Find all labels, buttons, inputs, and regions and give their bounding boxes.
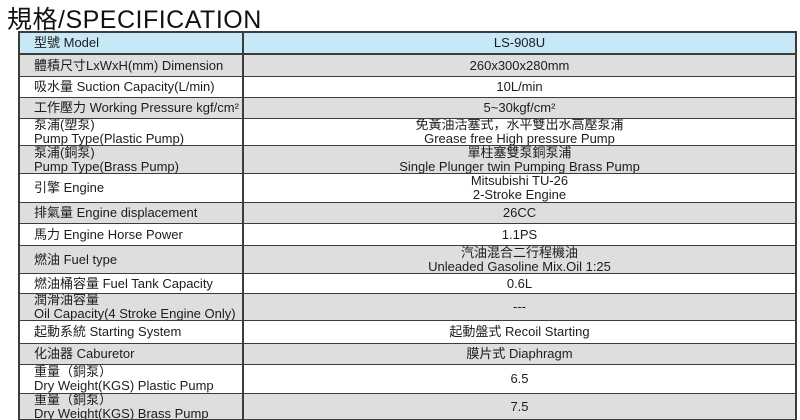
spec-value-line: 7.5 bbox=[510, 398, 529, 414]
spec-row-oil-capacity: 潤滑油容量 Oil Capacity(4 Stroke Engine Only)… bbox=[20, 294, 795, 321]
spec-label-cell: 潤滑油容量 Oil Capacity(4 Stroke Engine Only) bbox=[20, 294, 244, 320]
specification-table: 型號 Model LS-908U 體積尺寸LxWxH(mm) Dimension… bbox=[18, 31, 797, 420]
spec-label-line: 體積尺寸LxWxH(mm) Dimension bbox=[34, 57, 224, 73]
spec-value-cell: --- bbox=[244, 294, 795, 320]
spec-row-fuel-tank: 燃油桶容量 Fuel Tank Capacity 0.6L bbox=[20, 274, 795, 294]
spec-label-line: 燃油 Fuel type bbox=[34, 251, 118, 267]
spec-label-cell: 排氣量 Engine displacement bbox=[20, 203, 244, 223]
spec-label-cell: 馬力 Engine Horse Power bbox=[20, 224, 244, 245]
spec-value-cell: 5~30kgf/cm² bbox=[244, 98, 795, 118]
spec-row-carburetor: 化油器 Caburetor 膜片式 Diaphragm bbox=[20, 344, 795, 365]
spec-label-cell: 燃油桶容量 Fuel Tank Capacity bbox=[20, 274, 244, 293]
page-title: 規格/SPECIFICATION bbox=[7, 6, 262, 34]
spec-label-cell: 吸水量 Suction Capacity(L/min) bbox=[20, 77, 244, 97]
spec-label-line: Oil Capacity(4 Stroke Engine Only) bbox=[34, 306, 236, 321]
spec-label-line: 泵浦(銅泵) bbox=[34, 146, 95, 160]
spec-row-horse-power: 馬力 Engine Horse Power 1.1PS bbox=[20, 224, 795, 246]
spec-label-cell: 體積尺寸LxWxH(mm) Dimension bbox=[20, 55, 244, 76]
spec-value-cell: Mitsubishi TU-26 2-Stroke Engine bbox=[244, 174, 795, 202]
spec-label-cell: 化油器 Caburetor bbox=[20, 344, 244, 364]
spec-row-working-pressure: 工作壓力 Working Pressure kgf/cm² 5~30kgf/cm… bbox=[20, 98, 795, 119]
spec-value-line: 10L/min bbox=[496, 79, 543, 94]
spec-value-cell: 10L/min bbox=[244, 77, 795, 97]
spec-value-line: 1.1PS bbox=[501, 226, 538, 242]
spec-label-line: 型號 Model bbox=[34, 35, 100, 50]
spec-value-cell: 起動盤式 Recoil Starting bbox=[244, 321, 795, 343]
spec-row-displacement: 排氣量 Engine displacement 26CC bbox=[20, 203, 795, 224]
spec-value-cell: 免黃油活塞式，水平雙出水高壓泵浦 Grease free High pressu… bbox=[244, 119, 795, 145]
spec-value-line: Grease free High pressure Pump bbox=[424, 131, 615, 146]
spec-label-line: Dry Weight(KGS) Plastic Pump bbox=[34, 378, 214, 393]
spec-label-cell: 起動系統 Starting System bbox=[20, 321, 244, 343]
spec-label-cell: 工作壓力 Working Pressure kgf/cm² bbox=[20, 98, 244, 118]
spec-value-cell: 汽油混合二行程機油 Unleaded Gasoline Mix.Oil 1:25 bbox=[244, 246, 795, 273]
spec-label-cell: 燃油 Fuel type bbox=[20, 246, 244, 273]
spec-label-cell: 泵浦(銅泵) Pump Type(Brass Pump) bbox=[20, 146, 244, 173]
spec-value-line: 起動盤式 Recoil Starting bbox=[449, 324, 590, 339]
spec-label-cell: 型號 Model bbox=[20, 33, 244, 53]
spec-row-pump-brass: 泵浦(銅泵) Pump Type(Brass Pump) 單柱塞雙泵銅泵浦 Si… bbox=[20, 146, 795, 174]
spec-row-model: 型號 Model LS-908U bbox=[20, 33, 795, 55]
spec-value-cell: 1.1PS bbox=[244, 224, 795, 245]
spec-label-line: 排氣量 Engine displacement bbox=[34, 205, 198, 220]
spec-value-line: 免黃油活塞式，水平雙出水高壓泵浦 bbox=[415, 119, 624, 132]
spec-row-weight-brass: 重量（銅泵） Dry Weight(KGS) Brass Pump 7.5 bbox=[20, 394, 795, 419]
spec-value-line: 膜片式 Diaphragm bbox=[466, 346, 573, 361]
spec-value-line: --- bbox=[513, 299, 526, 314]
spec-label-cell: 泵浦(塑泵) Pump Type(Plastic Pump) bbox=[20, 119, 244, 145]
spec-value-line: LS-908U bbox=[493, 35, 546, 50]
spec-value-cell: 單柱塞雙泵銅泵浦 Single Plunger twin Pumping Bra… bbox=[244, 146, 795, 173]
spec-label-line: 起動系統 Starting System bbox=[34, 324, 182, 339]
spec-label-line: 吸水量 Suction Capacity(L/min) bbox=[34, 79, 215, 94]
spec-label-cell: 重量（銅泵） Dry Weight(KGS) Brass Pump bbox=[20, 394, 244, 419]
spec-row-starting-system: 起動系統 Starting System 起動盤式 Recoil Startin… bbox=[20, 321, 795, 344]
spec-label-cell: 重量（銅泵） Dry Weight(KGS) Plastic Pump bbox=[20, 365, 244, 393]
spec-value-line: 260x300x280mm bbox=[469, 57, 570, 73]
spec-value-line: 26CC bbox=[502, 205, 537, 220]
spec-value-line: 6.5 bbox=[510, 371, 529, 386]
spec-value-cell: LS-908U bbox=[244, 33, 795, 53]
spec-value-line: Mitsubishi TU-26 bbox=[470, 174, 569, 188]
spec-value-line: Single Plunger twin Pumping Brass Pump bbox=[399, 158, 640, 174]
spec-label-line: 泵浦(塑泵) bbox=[34, 119, 95, 132]
spec-label-line: 化油器 Caburetor bbox=[34, 346, 135, 361]
spec-row-weight-plastic: 重量（銅泵） Dry Weight(KGS) Plastic Pump 6.5 bbox=[20, 365, 795, 394]
spec-value-cell: 膜片式 Diaphragm bbox=[244, 344, 795, 364]
spec-label-line: 燃油桶容量 Fuel Tank Capacity bbox=[34, 275, 213, 291]
spec-row-suction-capacity: 吸水量 Suction Capacity(L/min) 10L/min bbox=[20, 77, 795, 98]
spec-label-line: 工作壓力 Working Pressure kgf/cm² bbox=[34, 100, 239, 115]
spec-value-line: 汽油混合二行程機油 bbox=[460, 246, 578, 260]
spec-value-cell: 0.6L bbox=[244, 274, 795, 293]
spec-label-line: 引擎 Engine bbox=[34, 180, 105, 195]
spec-value-cell: 260x300x280mm bbox=[244, 55, 795, 76]
spec-value-line: 5~30kgf/cm² bbox=[483, 100, 556, 115]
spec-label-cell: 引擎 Engine bbox=[20, 174, 244, 202]
spec-value-cell: 26CC bbox=[244, 203, 795, 223]
spec-value-line: 2-Stroke Engine bbox=[472, 187, 567, 202]
spec-label-line: Dry Weight(KGS) Brass Pump bbox=[34, 405, 209, 419]
spec-label-line: Pump Type(Brass Pump) bbox=[34, 158, 179, 174]
spec-label-line: 潤滑油容量 bbox=[34, 294, 100, 307]
spec-value-line: Unleaded Gasoline Mix.Oil 1:25 bbox=[428, 258, 611, 274]
spec-label-line: Pump Type(Plastic Pump) bbox=[34, 131, 185, 146]
spec-value-line: 單柱塞雙泵銅泵浦 bbox=[467, 146, 572, 160]
spec-value-cell: 7.5 bbox=[244, 394, 795, 419]
spec-value-line: 0.6L bbox=[506, 275, 533, 291]
spec-label-line: 重量（銅泵） bbox=[34, 365, 113, 379]
spec-row-pump-plastic: 泵浦(塑泵) Pump Type(Plastic Pump) 免黃油活塞式，水平… bbox=[20, 119, 795, 146]
spec-value-cell: 6.5 bbox=[244, 365, 795, 393]
spec-label-line: 重量（銅泵） bbox=[34, 394, 113, 407]
spec-row-engine: 引擎 Engine Mitsubishi TU-26 2-Stroke Engi… bbox=[20, 174, 795, 203]
spec-label-line: 馬力 Engine Horse Power bbox=[34, 226, 183, 242]
spec-row-dimension: 體積尺寸LxWxH(mm) Dimension 260x300x280mm bbox=[20, 55, 795, 77]
spec-row-fuel-type: 燃油 Fuel type 汽油混合二行程機油 Unleaded Gasoline… bbox=[20, 246, 795, 274]
